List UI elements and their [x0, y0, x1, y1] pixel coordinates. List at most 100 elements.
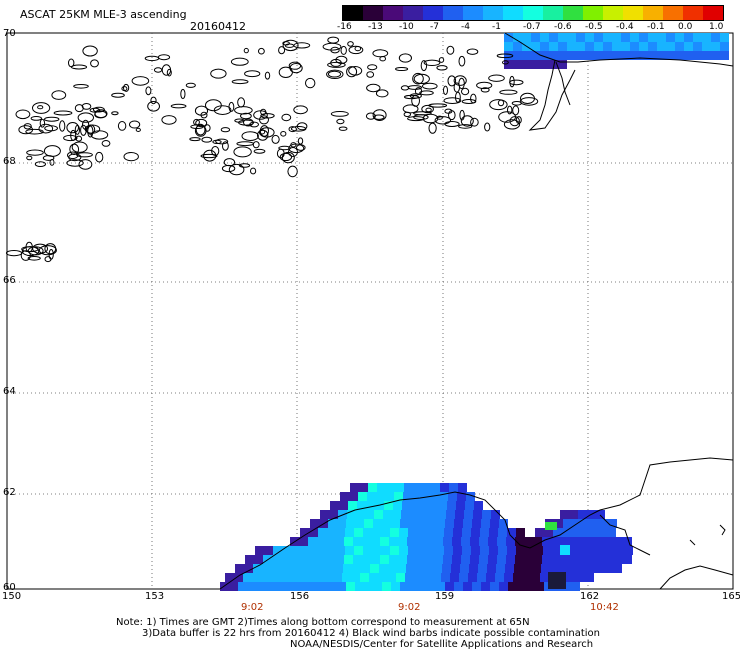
- swath-cell: [290, 555, 299, 564]
- colorbar-swatch: [523, 6, 543, 20]
- coastline-peninsula: [528, 59, 576, 131]
- swath-cell: [419, 510, 428, 519]
- swath-cell: [363, 546, 372, 555]
- swath-cell: [418, 519, 427, 528]
- swath-cell: [328, 519, 337, 528]
- ice-floe: [372, 109, 387, 121]
- swath-cell: [417, 528, 426, 537]
- swath-cell: [522, 51, 531, 60]
- swath-cell: [466, 492, 475, 501]
- swath-cell: [590, 519, 599, 528]
- colorbar-swatch: [463, 6, 483, 20]
- colorbar-label: -16: [337, 22, 352, 32]
- swath-cell: [497, 555, 506, 564]
- ice-floe: [414, 87, 423, 96]
- swath-cell: [571, 582, 580, 591]
- y-tick-64: 64: [3, 386, 16, 397]
- swath-cell: [399, 546, 408, 555]
- swath-cell: [299, 537, 308, 546]
- colorbar-swatch: [683, 6, 703, 20]
- swath-cell: [504, 51, 513, 60]
- swath-cell: [342, 573, 351, 582]
- swath-cell: [382, 519, 391, 528]
- ice-floe: [92, 106, 105, 113]
- swath-cell: [554, 519, 563, 528]
- swath-cell: [319, 582, 328, 591]
- swath-cell: [607, 528, 616, 537]
- swath-cell: [349, 492, 358, 501]
- ice-floe: [422, 113, 439, 124]
- swath-cell: [358, 492, 367, 501]
- ice-floe: [215, 138, 229, 145]
- colorbar-swatch: [403, 6, 423, 20]
- swath-cell: [491, 510, 500, 519]
- swath-cell: [243, 573, 252, 582]
- swath-cell: [558, 51, 567, 60]
- swath-cell: [379, 564, 388, 573]
- swath-cell: [562, 528, 571, 537]
- swath-cell: [344, 537, 353, 546]
- ice-floe: [210, 68, 227, 79]
- swath-cell: [675, 33, 684, 42]
- swath-cell: [406, 564, 415, 573]
- colorbar-swatch: [663, 6, 683, 20]
- colorbar: [342, 5, 724, 21]
- swath-cell: [372, 528, 381, 537]
- colorbar-label: 0.0: [678, 22, 693, 32]
- ice-floe: [322, 42, 342, 51]
- swath-cell: [354, 546, 363, 555]
- swath-cell: [318, 528, 327, 537]
- swath-cell: [540, 51, 549, 60]
- swath-cell: [612, 51, 621, 60]
- swath-cell: [394, 492, 403, 501]
- swath-cell: [361, 564, 370, 573]
- swath-cell: [346, 519, 355, 528]
- swath-cell: [449, 483, 458, 492]
- ice-floe: [348, 45, 364, 55]
- swath-cell: [420, 501, 429, 510]
- swath-cell: [553, 528, 562, 537]
- colorbar-swatch: [603, 6, 623, 20]
- swath-cell: [513, 33, 522, 42]
- ice-floe: [230, 57, 249, 66]
- colorbar-swatch: [543, 6, 563, 20]
- swath-cell: [471, 546, 480, 555]
- swath-cell: [567, 573, 576, 582]
- y-tick-70: 70: [3, 28, 16, 39]
- swath-cell: [457, 492, 466, 501]
- swath-cell: [326, 555, 335, 564]
- swath-cell: [496, 564, 505, 573]
- ice-floe: [519, 97, 539, 106]
- swath-cell: [596, 537, 605, 546]
- swath-cell: [531, 42, 540, 51]
- ice-floe: [515, 116, 522, 124]
- swath-cell: [585, 573, 594, 582]
- ice-floe: [503, 119, 521, 130]
- ice-floe: [80, 124, 87, 136]
- colorbar-label: -0.5: [585, 22, 603, 32]
- ice-floe: [77, 112, 95, 123]
- swath-cell: [498, 546, 507, 555]
- ice-floe: [185, 82, 196, 88]
- ice-floe: [512, 105, 520, 116]
- colorbar-label: 1.0: [709, 22, 724, 32]
- swath-cell: [397, 564, 406, 573]
- swath-cell: [486, 573, 495, 582]
- ice-floe: [43, 145, 61, 157]
- swath-cell: [262, 564, 271, 573]
- ice-floe: [458, 55, 466, 67]
- swath-cell: [337, 519, 346, 528]
- swath-cell: [412, 492, 421, 501]
- swath-cell: [372, 546, 381, 555]
- swath-cell: [711, 51, 720, 60]
- ice-floe: [404, 94, 419, 100]
- swath-cell: [362, 555, 371, 564]
- swath-cell: [307, 564, 316, 573]
- ice-floe: [25, 241, 33, 253]
- swath-cell: [474, 501, 483, 510]
- coastline-north: [504, 32, 734, 67]
- swath-cell: [606, 546, 615, 555]
- ice-floe: [49, 159, 55, 166]
- swath-cell: [261, 573, 270, 582]
- note-line-1: Note: 1) Times are GMT 2)Times along bot…: [116, 617, 530, 628]
